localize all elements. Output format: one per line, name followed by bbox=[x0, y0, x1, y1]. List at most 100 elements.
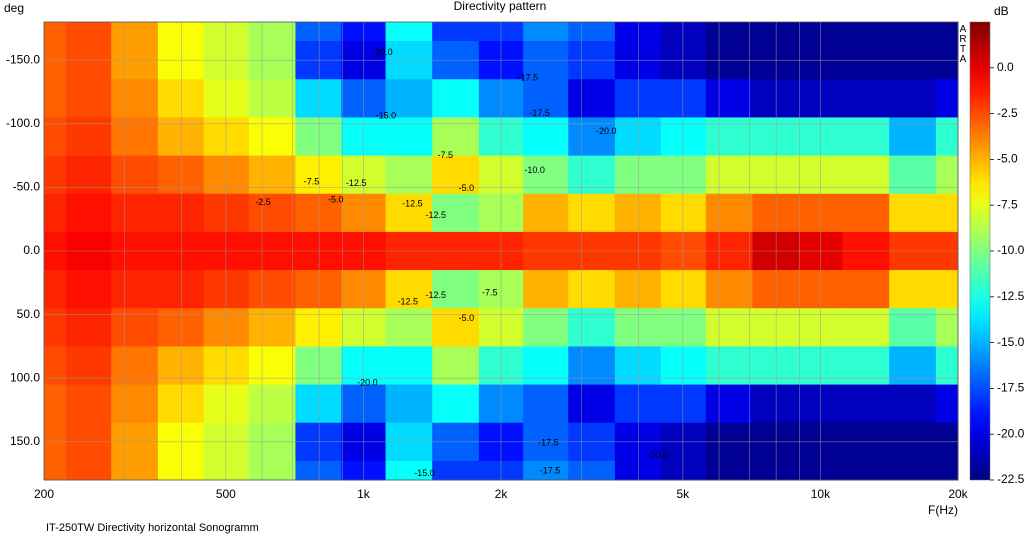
heatmap-cell bbox=[660, 193, 707, 233]
heatmap-cell bbox=[705, 79, 753, 118]
heatmap-cell bbox=[44, 193, 67, 233]
heatmap-cell bbox=[660, 384, 707, 424]
heatmap-cell bbox=[614, 155, 662, 195]
colorbar-tick-label: -2.5 bbox=[997, 106, 1018, 120]
heatmap-cell bbox=[568, 384, 616, 424]
heatmap-cell bbox=[752, 460, 799, 481]
heatmap-cell bbox=[842, 308, 890, 347]
heatmap-cell bbox=[660, 270, 707, 309]
heatmap-cell bbox=[432, 346, 480, 386]
heatmap-cell bbox=[842, 79, 890, 118]
heatmap-cell bbox=[66, 79, 112, 118]
heatmap-cell bbox=[295, 117, 342, 157]
heatmap-cell bbox=[432, 460, 480, 481]
heatmap-cell bbox=[705, 346, 753, 386]
heatmap-cell bbox=[523, 384, 569, 424]
y-tick-label: -100.0 bbox=[6, 116, 40, 130]
heatmap-cell bbox=[111, 193, 159, 233]
heatmap-cell bbox=[385, 270, 433, 309]
heatmap-cell bbox=[432, 22, 480, 42]
heatmap-cell bbox=[705, 193, 753, 233]
y-tick-label: 100.0 bbox=[10, 370, 40, 384]
heatmap-cell bbox=[614, 460, 662, 481]
chart-title: Directivity pattern bbox=[454, 0, 547, 13]
contour-label: -20.0 bbox=[647, 450, 668, 460]
heatmap-cell bbox=[752, 346, 799, 386]
heatmap-cell bbox=[66, 346, 112, 386]
heatmap-cell bbox=[385, 460, 433, 481]
colorbar-tick-label: -20.0 bbox=[997, 426, 1024, 440]
contour-label: -12.5 bbox=[346, 178, 367, 188]
heatmap-cell bbox=[705, 460, 753, 481]
plot-frame bbox=[43, 21, 959, 481]
contour-label: -5.0 bbox=[459, 313, 475, 323]
heatmap-cell bbox=[295, 346, 342, 386]
heatmap-cell bbox=[295, 270, 342, 309]
contour-label: -15.0 bbox=[376, 111, 397, 121]
x-axis-label: F(Hz) bbox=[928, 503, 958, 517]
contour-label: -12.5 bbox=[426, 210, 447, 220]
heatmap bbox=[44, 22, 959, 481]
brand: ARTA bbox=[958, 24, 969, 64]
heatmap-cell bbox=[523, 22, 569, 42]
heatmap-cell bbox=[111, 308, 159, 347]
heatmap-cell bbox=[157, 384, 205, 424]
contour-label: -10.0 bbox=[524, 165, 545, 175]
heatmap-cell bbox=[705, 308, 753, 347]
y-tick-label: -150.0 bbox=[6, 52, 40, 66]
heatmap-cell bbox=[157, 308, 205, 347]
heatmap-cell bbox=[752, 117, 799, 157]
heatmap-cell bbox=[44, 117, 67, 157]
contour-label: -15.0 bbox=[414, 468, 435, 478]
heatmap-cell bbox=[111, 22, 159, 42]
y-tick-label: 150.0 bbox=[10, 434, 40, 448]
heatmap-cell bbox=[44, 79, 67, 118]
heatmap-cell bbox=[935, 22, 959, 42]
heatmap-cell bbox=[111, 384, 159, 424]
heatmap-cell bbox=[935, 270, 959, 309]
heatmap-cell bbox=[111, 117, 159, 157]
heatmap-cell bbox=[752, 22, 799, 42]
y-tick-label: -50.0 bbox=[13, 180, 41, 194]
heatmap-cell bbox=[248, 117, 296, 157]
heatmap-cell bbox=[889, 270, 937, 309]
x-tick-label: 10k bbox=[811, 487, 831, 501]
heatmap-cell bbox=[660, 460, 707, 481]
heatmap-cell bbox=[889, 22, 937, 42]
heatmap-cell bbox=[568, 308, 616, 347]
contour-label: -7.5 bbox=[482, 287, 498, 297]
heatmap-cell bbox=[842, 22, 890, 42]
heatmap-cell bbox=[752, 384, 799, 424]
heatmap-cell bbox=[203, 79, 250, 118]
heatmap-cell bbox=[203, 22, 250, 42]
heatmap-cell bbox=[523, 155, 569, 195]
heatmap-cell bbox=[203, 270, 250, 309]
heatmap-cell bbox=[935, 193, 959, 233]
contour-label: -7.5 bbox=[437, 150, 453, 160]
heatmap-cell bbox=[157, 193, 205, 233]
heatmap-cell bbox=[705, 155, 753, 195]
contour-label: -17.5 bbox=[540, 465, 561, 475]
heatmap-cell bbox=[295, 22, 342, 42]
heatmap-cell bbox=[295, 308, 342, 347]
heatmap-cell bbox=[248, 384, 296, 424]
heatmap-cell bbox=[614, 308, 662, 347]
heatmap-cell bbox=[889, 193, 937, 233]
heatmap-cell bbox=[295, 384, 342, 424]
heatmap-cell bbox=[385, 193, 433, 233]
heatmap-cell bbox=[752, 308, 799, 347]
heatmap-cell bbox=[660, 155, 707, 195]
heatmap-cell bbox=[44, 460, 67, 481]
y-axis-label: deg bbox=[4, 1, 24, 15]
footer: IT-250TW Directivity horizontal Sonogram… bbox=[46, 522, 259, 534]
heatmap-cell bbox=[157, 155, 205, 195]
heatmap-cell bbox=[157, 22, 205, 42]
heatmap-cell bbox=[752, 193, 799, 233]
contour-label: -5.0 bbox=[459, 183, 475, 193]
heatmap-cell bbox=[705, 117, 753, 157]
heatmap-cell bbox=[889, 117, 937, 157]
colorbar-tick-label: -17.5 bbox=[997, 381, 1024, 395]
colorbar-tick-label: -5.0 bbox=[997, 152, 1018, 166]
heatmap-cell bbox=[203, 346, 250, 386]
